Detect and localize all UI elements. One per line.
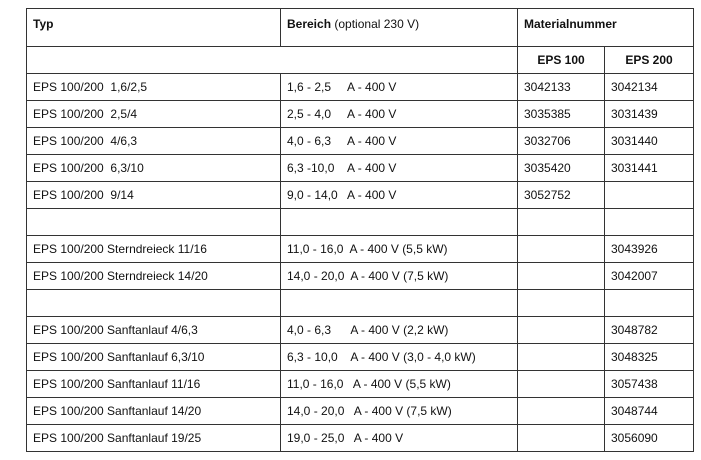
table-cell: 9,0 - 14,0 A - 400 V	[280, 181, 518, 209]
table-cell	[603, 181, 695, 209]
header-cell: Typ	[26, 8, 281, 47]
table-cell: 4,0 - 6,3 A - 400 V	[280, 127, 518, 155]
table-cell	[517, 370, 605, 398]
header-label: Bereich	[287, 17, 332, 31]
table-cell	[517, 262, 605, 290]
table-cell: 4,0 - 6,3 A - 400 V (2,2 kW)	[280, 316, 518, 344]
table-cell: 3056090	[603, 424, 695, 452]
table-cell: EPS 100/200 4/6,3	[26, 127, 281, 155]
header-cell	[26, 46, 518, 74]
header-cell: Bereich (optional 230 V)	[280, 8, 518, 47]
table-row: EPS 100/200 Sanftanlauf 6,3/10 6,3 - 10,0…	[26, 343, 695, 371]
table-cell: 3031440	[603, 127, 695, 155]
table-cell: EPS 100/200 Sanftanlauf 6,3/10	[26, 343, 281, 371]
table-cell: EPS 100/200 Sterndreieck 14/20	[26, 262, 281, 290]
table-row: EPS 100/200 Sanftanlauf 11/16 11,0 - 16,0…	[26, 370, 695, 398]
table-cell: 2,5 - 4,0 A - 400 V	[280, 100, 518, 128]
table-cell: 1,6 - 2,5 A - 400 V	[280, 73, 518, 101]
table-cell: 3042134	[603, 73, 695, 101]
table-row: EPS 100/200 Sanftanlauf 4/6,3 4,0 - 6,3 A…	[26, 316, 695, 344]
table-cell: 3031439	[603, 100, 695, 128]
table-cell: 3048744	[603, 397, 695, 425]
table-cell	[280, 289, 518, 317]
table-cell: 6,3 - 10,0 A - 400 V (3,0 - 4,0 kW)	[280, 343, 518, 371]
table-cell: EPS 100/200 Sanftanlauf 4/6,3	[26, 316, 281, 344]
table-cell: EPS 100/200 6,3/10	[26, 154, 281, 182]
table-cell	[517, 316, 605, 344]
table-cell	[603, 289, 695, 317]
table-cell: EPS 100/200 Sterndreieck 11/16	[26, 235, 281, 263]
table-row: EPS 100/200 2,5/4 2,5 - 4,0 A - 400 V 3035…	[26, 100, 695, 128]
table-cell: EPS 100/200 Sanftanlauf 14/20	[26, 397, 281, 425]
table-cell: 6,3 -10,0 A - 400 V	[280, 154, 518, 182]
table-cell: 3035385	[517, 100, 605, 128]
table-cell: 3057438	[603, 370, 695, 398]
table-cell	[517, 424, 605, 452]
table-row: EPS 100/200 6,3/10 6,3 -10,0 A - 400 V 303…	[26, 154, 695, 182]
table-cell: EPS 100/200 Sanftanlauf 11/16	[26, 370, 281, 398]
table-cell: 19,0 - 25,0 A - 400 V	[280, 424, 518, 452]
table-cell	[517, 235, 605, 263]
table-cell: EPS 100/200 2,5/4	[26, 100, 281, 128]
table-row	[26, 289, 695, 317]
table-cell	[280, 208, 518, 236]
header-row: Typ Bereich (optional 230 V) Materialnum…	[26, 8, 695, 47]
table-body: Typ Bereich (optional 230 V) Materialnum…	[26, 8, 695, 452]
table-cell: 3043926	[603, 235, 695, 263]
table-cell: 11,0 - 16,0 A - 400 V (5,5 kW)	[280, 370, 518, 398]
table-row: EPS 100/200 Sterndreieck 11/16 11,0 - 16,…	[26, 235, 695, 263]
header-cell: EPS 200	[603, 46, 695, 74]
table-cell: 14,0 - 20,0 A - 400 V (7,5 kW)	[280, 262, 518, 290]
table-cell	[26, 289, 281, 317]
table-row	[26, 208, 695, 236]
table-cell	[517, 397, 605, 425]
table-cell: EPS 100/200 9/14	[26, 181, 281, 209]
table-cell: 3048782	[603, 316, 695, 344]
table-row: EPS 100/200 Sanftanlauf 14/20 14,0 - 20,0…	[26, 397, 695, 425]
table-row: EPS 100/200 1,6/2,5 1,6 - 2,5 A - 400 V 30…	[26, 73, 695, 101]
table-cell: 3042133	[517, 73, 605, 101]
table-cell	[517, 343, 605, 371]
table-cell: 3035420	[517, 154, 605, 182]
table-cell: 14,0 - 20,0 A - 400 V (7,5 kW)	[280, 397, 518, 425]
table-cell: 3048325	[603, 343, 695, 371]
table-row: EPS 100/200 Sanftanlauf 19/25 19,0 - 25,0…	[26, 424, 695, 452]
table-cell	[603, 208, 695, 236]
table-cell	[517, 289, 605, 317]
table-cell: 3052752	[517, 181, 605, 209]
table-cell: 3042007	[603, 262, 695, 290]
table-cell: 3032706	[517, 127, 605, 155]
table-cell	[26, 208, 281, 236]
subheader-row: EPS 100 EPS 200	[26, 46, 695, 74]
table-cell	[517, 208, 605, 236]
table-row: EPS 100/200 Sterndreieck 14/20 14,0 - 20,…	[26, 262, 695, 290]
header-cell: EPS 100	[517, 46, 605, 74]
table-row: EPS 100/200 4/6,3 4,0 - 6,3 A - 400 V 3032…	[26, 127, 695, 155]
header-cell: Materialnummer	[516, 8, 695, 47]
table-row: EPS 100/200 9/14 9,0 - 14,0 A - 400 V 3052…	[26, 181, 695, 209]
table-cell: EPS 100/200 1,6/2,5	[26, 73, 281, 101]
header-note: (optional 230 V)	[334, 17, 420, 31]
table: Typ Bereich (optional 230 V) Materialnum…	[26, 8, 695, 452]
table-cell: EPS 100/200 Sanftanlauf 19/25	[26, 424, 281, 452]
table-cell: 11,0 - 16,0 A - 400 V (5,5 kW)	[280, 235, 518, 263]
table-cell: 3031441	[603, 154, 695, 182]
